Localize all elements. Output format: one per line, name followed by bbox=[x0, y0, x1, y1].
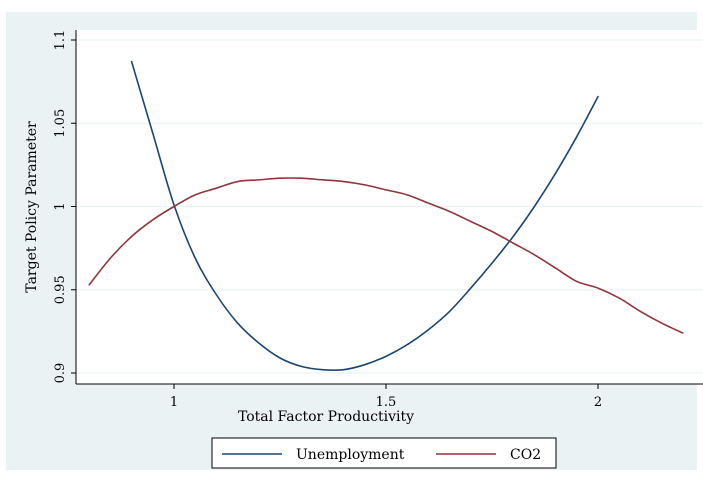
tick-labels: 0.9 0.95 1 1.05 1.1 1 1.5 2 bbox=[53, 30, 602, 410]
gridlines bbox=[76, 39, 703, 374]
x-axis-title: Total Factor Productivity bbox=[238, 409, 414, 425]
y-tick-label: 1.1 bbox=[53, 30, 68, 51]
y-tick-label: 0.95 bbox=[53, 275, 68, 304]
series-lines bbox=[88, 60, 684, 371]
legend-label-co2: CO2 bbox=[510, 447, 541, 463]
y-axis-title: Target Policy Parameter bbox=[24, 121, 40, 293]
y-tick-label: 1 bbox=[53, 202, 68, 210]
legend-label-unemployment: Unemployment bbox=[296, 447, 405, 463]
x-tick-label: 1.5 bbox=[376, 395, 397, 410]
axes bbox=[71, 30, 703, 389]
legend-box bbox=[211, 437, 557, 469]
x-tick-label: 1 bbox=[170, 395, 178, 410]
y-tick-label: 0.9 bbox=[53, 363, 68, 384]
legend: Unemployment CO2 bbox=[211, 437, 557, 469]
x-tick-label: 2 bbox=[594, 395, 602, 410]
series-line-co2 bbox=[88, 177, 684, 334]
y-tick-label: 1.05 bbox=[53, 109, 68, 138]
series-line-unemployment bbox=[130, 60, 599, 371]
